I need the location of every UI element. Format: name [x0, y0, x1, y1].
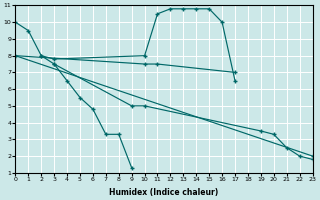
X-axis label: Humidex (Indice chaleur): Humidex (Indice chaleur)	[109, 188, 219, 197]
